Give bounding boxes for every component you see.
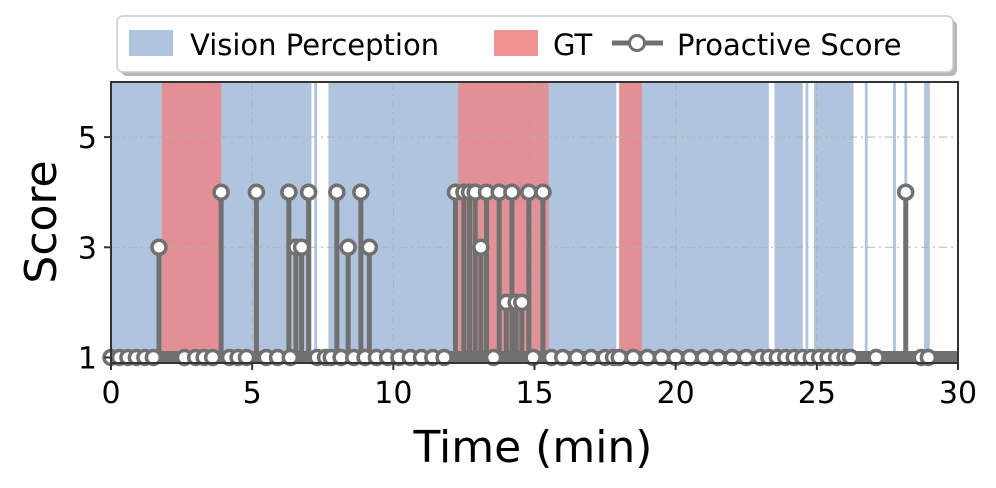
x-tick-label-0: 0	[101, 376, 120, 411]
y-tick-label-0: 1	[78, 341, 97, 376]
legend-label-gt: GT	[553, 28, 592, 62]
x-axis-ticks: 0 5 10 15 20 25 30	[101, 363, 977, 411]
score-markers	[102, 183, 938, 367]
data-point-18	[280, 183, 298, 201]
gt-band-2	[619, 82, 642, 363]
data-point-15	[247, 183, 266, 201]
legend-label-score: Proactive Score	[677, 28, 902, 62]
y-axis-label: Score	[16, 160, 67, 283]
vision-band-9	[893, 82, 896, 363]
data-point-53	[524, 348, 542, 367]
x-tick-label-5: 25	[798, 376, 836, 411]
y-tick-label-1: 3	[78, 231, 97, 266]
data-point-44	[472, 238, 490, 257]
x-tick-label-6: 30	[939, 376, 977, 411]
vision-band-11	[924, 82, 930, 363]
vision-band-6	[805, 82, 809, 363]
legend-swatch-vision	[129, 30, 173, 56]
y-tick-label-2: 5	[78, 121, 97, 156]
data-point-28	[339, 238, 357, 257]
data-point-21	[292, 238, 311, 257]
data-point-84	[897, 183, 915, 201]
data-point-26	[328, 183, 346, 201]
x-tick-label-1: 5	[243, 376, 262, 411]
data-point-86	[919, 348, 938, 367]
data-point-82	[841, 348, 860, 367]
data-point-51	[513, 293, 531, 312]
data-point-5	[144, 348, 163, 367]
x-tick-label-2: 10	[374, 376, 412, 411]
y-axis-ticks: 1 3 5	[78, 121, 111, 376]
x-tick-label-4: 20	[657, 376, 695, 411]
data-point-30	[352, 183, 370, 201]
data-point-39	[435, 348, 453, 367]
data-point-32	[360, 238, 379, 257]
vision-band-4	[619, 82, 769, 363]
data-point-83	[867, 348, 885, 367]
data-point-10	[203, 348, 222, 367]
x-axis-label: Time (min)	[413, 422, 653, 473]
data-point-46	[484, 348, 503, 367]
vision-band-5	[774, 82, 803, 363]
data-point-11	[212, 183, 230, 201]
legend: Vision Perception GT Proactive Score	[116, 15, 957, 76]
gt-band-0	[161, 82, 222, 363]
data-point-22	[299, 183, 318, 201]
vision-band-1	[314, 82, 318, 363]
vision-band-8	[864, 82, 868, 363]
legend-swatch-gt	[494, 30, 538, 56]
x-tick-label-3: 15	[515, 376, 553, 411]
legend-label-vision: Vision Perception	[190, 28, 439, 62]
data-point-54	[534, 183, 552, 201]
data-point-14	[237, 348, 256, 367]
legend-swatch-score-marker	[628, 34, 646, 52]
data-point-6	[150, 238, 168, 257]
data-point-52	[520, 183, 538, 201]
data-point-49	[503, 183, 521, 201]
vision-band-7	[814, 82, 854, 363]
vision-band-2	[328, 82, 422, 363]
data-point-19	[281, 348, 300, 367]
